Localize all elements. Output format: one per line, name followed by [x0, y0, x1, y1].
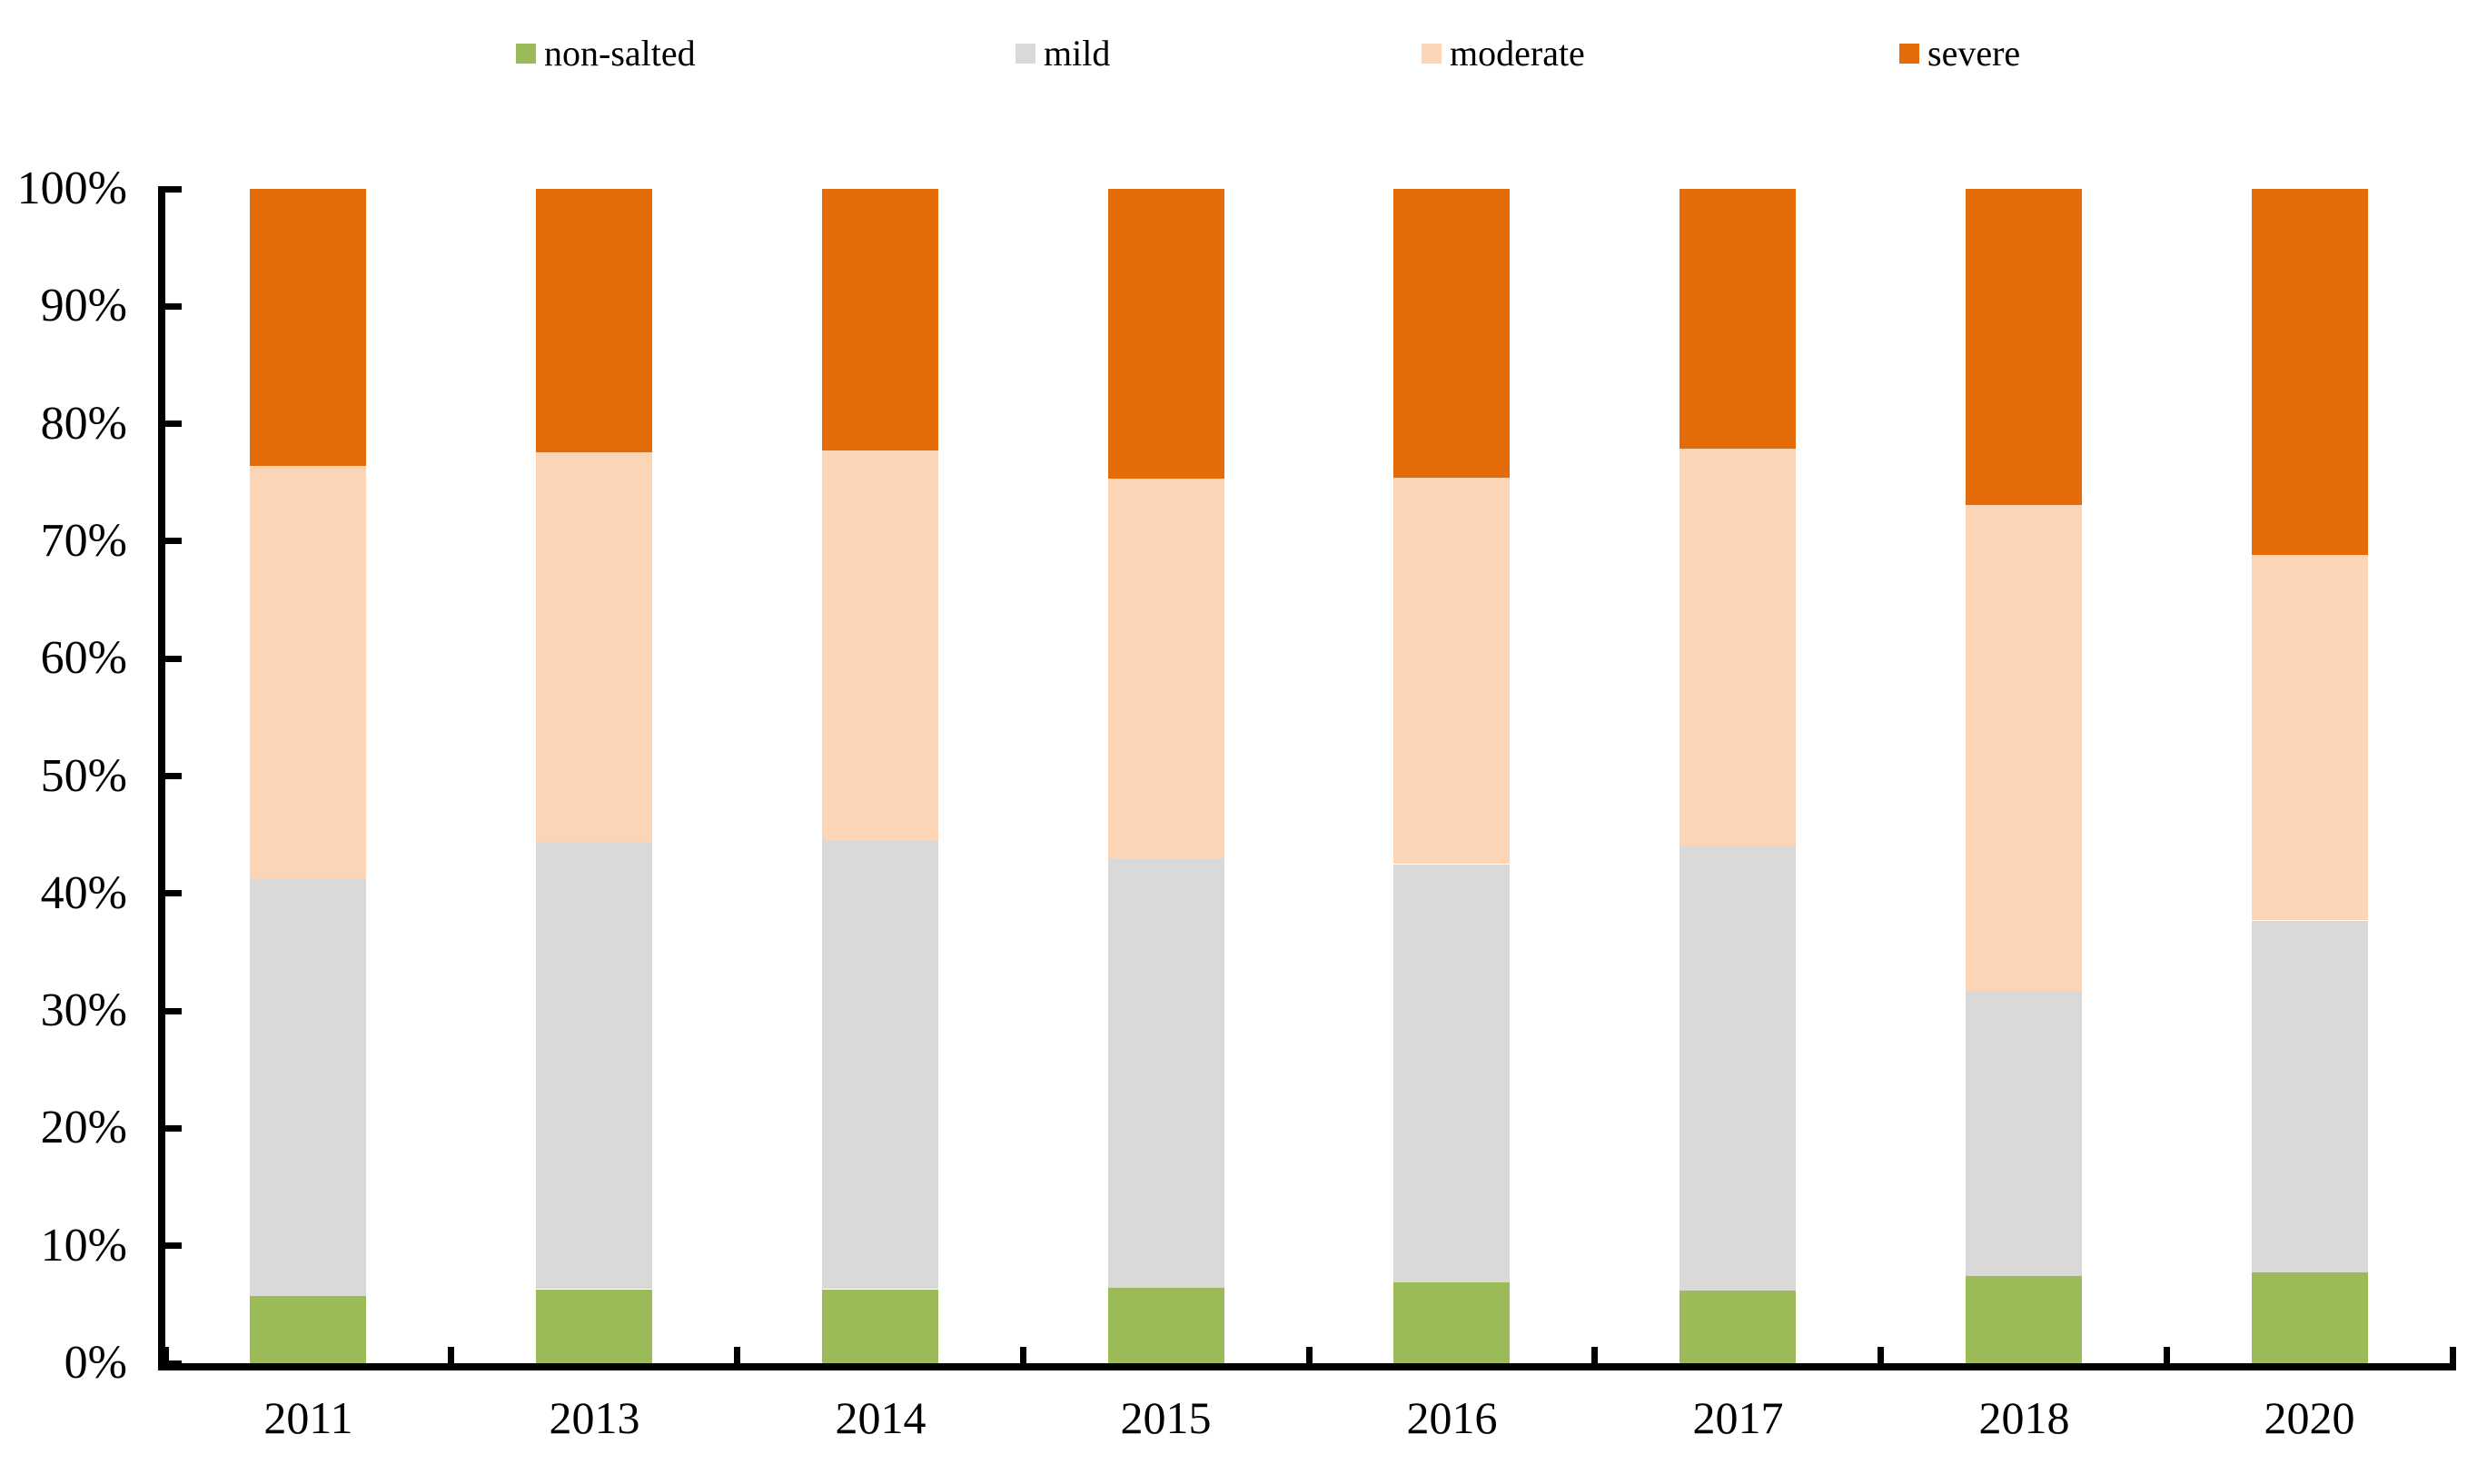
x-tick-label-2011: 2011: [263, 1392, 353, 1443]
x-tick-label-2016: 2016: [1406, 1392, 1498, 1443]
x-tick-label-2014: 2014: [835, 1392, 926, 1443]
y-axis-tick: [165, 890, 182, 896]
x-axis-tick: [2164, 1347, 2170, 1363]
y-axis-tick: [165, 186, 182, 193]
bar-2016-segment-moderate: [1393, 478, 1510, 865]
y-tick-label: 60%: [40, 632, 127, 684]
bar-2014-segment-mild: [822, 840, 938, 1290]
bar-2013-segment-non-salted: [536, 1289, 652, 1363]
bar-2013-segment-severe: [536, 189, 652, 452]
y-axis-tick: [165, 773, 182, 779]
x-axis-tick: [1306, 1347, 1313, 1363]
y-axis-tick: [165, 1125, 182, 1132]
bar-2011-segment-severe: [250, 189, 366, 467]
legend-item-non-salted: non-salted: [516, 33, 696, 74]
y-axis-tick: [165, 420, 182, 427]
bar-2017-segment-mild: [1679, 845, 1796, 1291]
x-axis-tick: [734, 1347, 740, 1363]
bar-2011-segment-moderate: [250, 466, 366, 878]
y-tick-label: 70%: [40, 515, 127, 567]
y-tick-label: 30%: [40, 984, 127, 1036]
bar-2018-segment-mild: [1966, 991, 2082, 1277]
y-axis-tick: [165, 1360, 182, 1367]
x-axis-tick: [1591, 1347, 1598, 1363]
x-tick-label-2015: 2015: [1120, 1392, 1212, 1443]
bar-2018-segment-moderate: [1966, 504, 2082, 992]
x-tick-label-2020: 2020: [2264, 1392, 2355, 1443]
x-axis-tick: [163, 1347, 169, 1363]
x-tick-label-2017: 2017: [1692, 1392, 1784, 1443]
y-tick-label: 20%: [40, 1102, 127, 1153]
bar-2020-segment-severe: [2252, 189, 2368, 556]
bar-2013-segment-mild: [536, 841, 652, 1290]
bar-2014-segment-severe: [822, 189, 938, 451]
bar-2014-segment-non-salted: [822, 1289, 938, 1363]
x-tick-label-2018: 2018: [1978, 1392, 2070, 1443]
bar-2011-segment-mild: [250, 878, 366, 1297]
y-axis-tick: [165, 303, 182, 310]
legend-label-moderate: moderate: [1450, 33, 1585, 74]
y-tick-label: 0%: [64, 1337, 127, 1389]
bar-2020-segment-non-salted: [2252, 1272, 2368, 1363]
legend-label-non-salted: non-salted: [544, 33, 696, 74]
y-axis-line: [158, 186, 165, 1370]
x-axis-tick: [2450, 1347, 2456, 1363]
x-axis-tick: [1020, 1347, 1026, 1363]
y-axis-tick: [165, 1008, 182, 1014]
y-tick-label: 10%: [40, 1220, 127, 1271]
y-axis-tick: [165, 656, 182, 662]
bar-2015-segment-mild: [1108, 859, 1224, 1289]
y-tick-label: 80%: [40, 398, 127, 450]
y-tick-label: 90%: [40, 280, 127, 331]
legend-label-mild: mild: [1044, 33, 1111, 74]
bar-2017-segment-severe: [1679, 189, 1796, 449]
bar-2015-segment-severe: [1108, 189, 1224, 480]
bar-2017-segment-non-salted: [1679, 1290, 1796, 1363]
legend-item-severe: severe: [1899, 33, 2020, 74]
bar-2020-segment-moderate: [2252, 555, 2368, 921]
legend-swatch-severe-icon: [1899, 44, 1919, 64]
bar-2020-segment-mild: [2252, 920, 2368, 1273]
x-axis-tick: [1878, 1347, 1884, 1363]
legend-label-severe: severe: [1927, 33, 2021, 74]
y-tick-label: 100%: [16, 163, 127, 214]
y-axis-tick: [165, 538, 182, 544]
bar-2015-segment-moderate: [1108, 479, 1224, 860]
bar-2016-segment-severe: [1393, 189, 1510, 479]
legend-swatch-mild-icon: [1016, 44, 1035, 64]
x-axis-line: [158, 1363, 2456, 1370]
bar-2011-segment-non-salted: [250, 1296, 366, 1363]
legend-swatch-moderate-icon: [1422, 44, 1442, 64]
bar-2016-segment-non-salted: [1393, 1281, 1510, 1363]
legend-swatch-non-salted-icon: [516, 44, 536, 64]
x-axis-tick: [448, 1347, 454, 1363]
bar-2018-segment-severe: [1966, 189, 2082, 505]
bar-2018-segment-non-salted: [1966, 1276, 2082, 1363]
y-tick-label: 40%: [40, 867, 127, 919]
bar-2013-segment-moderate: [536, 451, 652, 842]
legend-item-moderate: moderate: [1422, 33, 1585, 74]
bar-2014-segment-moderate: [822, 450, 938, 841]
y-tick-label: 50%: [40, 750, 127, 802]
legend-item-mild: mild: [1016, 33, 1110, 74]
bar-2015-segment-non-salted: [1108, 1288, 1224, 1363]
bar-2017-segment-moderate: [1679, 448, 1796, 846]
bar-2016-segment-mild: [1393, 864, 1510, 1282]
y-axis-tick: [165, 1242, 182, 1249]
x-tick-label-2013: 2013: [549, 1392, 640, 1443]
